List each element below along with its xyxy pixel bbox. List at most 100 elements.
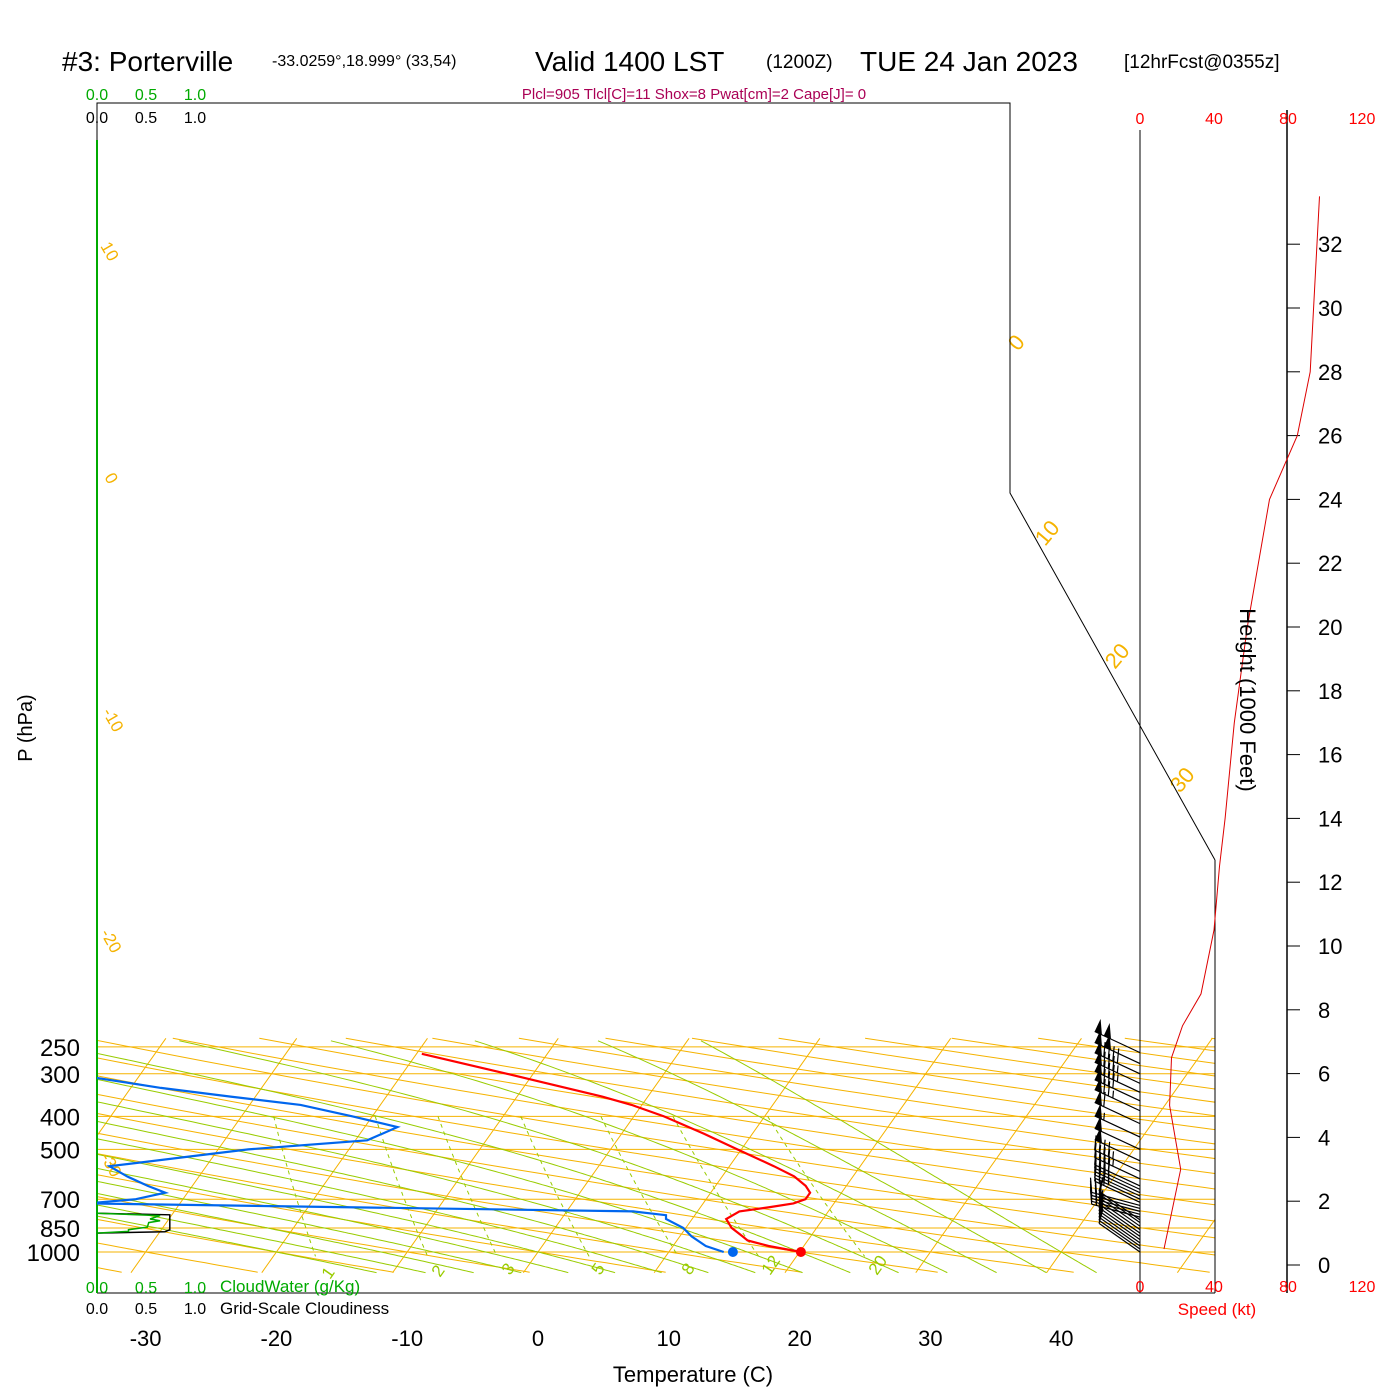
wind-barb-pennant [1094,1103,1102,1120]
wind-barb-staff [1098,1190,1141,1221]
cloudiness-line [96,1212,171,1234]
wind-barb-staff [1094,1171,1141,1194]
dry-adiabat-line [691,1037,1215,1273]
wind-barb-staff [1094,1149,1141,1172]
speed-tick-top: 80 [1279,111,1297,128]
speed-tick-bottom: 0 [1136,1279,1145,1296]
isotherm-line [915,1038,1082,1273]
height-tick-label: 10 [1318,934,1342,959]
wind-barb-half-feather [1095,1198,1098,1206]
wind-barb-feather [1112,1073,1115,1089]
cloudiness-tick-bottom: 1.0 [184,1301,206,1318]
cloudiness-tick-bottom: 0.0 [86,1301,108,1318]
height-tick-label: 28 [1318,360,1342,385]
pressure-tick-label: 400 [40,1104,80,1131]
wind-barb [1094,1115,1141,1150]
mixing-ratio-line [374,1116,429,1257]
pressure-tick-label: 700 [40,1187,80,1214]
y-axis-title: P (hPa) [15,694,37,761]
moist-adiabat-line [179,1040,899,1274]
dry-adiabat-line [97,1037,1215,1273]
dry-adiabat-line [97,1037,258,1273]
height-tick-label: 12 [1318,870,1342,895]
wind-barb-staff [1094,1167,1141,1190]
stability-indices: Plcl=905 Tlcl[C]=11 Shox=8 Pwat[cm]=2 Ca… [522,86,866,103]
wind-barb-staff [1094,1101,1141,1125]
isotherm-line [392,1038,559,1273]
wind-barb [1098,1179,1141,1224]
wind-barb-staff [1098,1219,1141,1250]
isotherm-line [97,1038,167,1273]
moist-adiabat-line [97,1040,522,1274]
isotherm-line [0,1038,35,1272]
wind-barb-pennant [1094,1076,1102,1093]
wind-barb-staff [1098,1216,1141,1247]
wind-barb-feather [1103,1139,1106,1155]
wind-barb-staff [1098,1210,1141,1241]
wind-barb-feather [1098,1168,1102,1184]
wind-barb-pennant [1094,1115,1102,1132]
moist-adiabat-line [97,1040,474,1274]
wind-barb-staff [1098,1213,1141,1244]
plot-frame [96,102,1216,1294]
cloud-water-tick-top: 0.5 [135,87,157,104]
wind-barb-feather [1098,1193,1104,1208]
cloud-water-title: CloudWater (g/Kg) [220,1277,360,1296]
moist-adiabat-line [700,1040,1097,1274]
wind-barb-staff [1094,1164,1141,1187]
wind-barb-feather [1107,1062,1111,1078]
pressure-tick-label: 300 [40,1062,80,1089]
wind-barb-staff [1094,1030,1141,1054]
cloud-water-line [96,1212,161,1234]
speed-tick-bottom: 80 [1279,1279,1297,1296]
dry-adiabat-line [345,1037,1215,1273]
surface-temperature-dot [795,1247,806,1257]
height-tick-label: 22 [1318,551,1342,576]
cloud-panel: 0.0 0.0 0.0 0.0 0.5 0.5 0.5 0.5 1.0 1.0 1.0 1.0 [86,87,206,1318]
wind-barb-staff [1098,1200,1141,1231]
wind-barb [1094,1166,1141,1203]
speed-tick-top: 120 [1349,111,1376,128]
dry-adiabat-line [432,1037,1215,1273]
wind-barb-feather [1098,1199,1104,1215]
mixing-ratio-line [520,1116,590,1257]
wind-barb-half-feather [1107,1176,1110,1185]
wind-barb [1098,1176,1141,1221]
wind-barb-staff [1094,1041,1141,1065]
mixing-ratio-label: 8 [678,1260,699,1279]
surface-dewpoint-dot [727,1247,738,1257]
isotherm-label: 0 [1003,330,1030,355]
wind-barb-feather [1094,1142,1097,1158]
mixing-ratio-line [600,1116,679,1257]
wind-barb-half-feather [1098,1190,1102,1198]
height-tick-label: 16 [1318,743,1342,768]
wind-barb [1098,1202,1141,1247]
wind-barb-half-feather [1112,1090,1115,1099]
moist-adiabat-line [330,1040,948,1274]
wind-barb [1094,1135,1141,1172]
wind-barb [1098,1193,1141,1237]
wind-barb-feather [1094,1166,1097,1182]
wind-barb-staff [1098,1222,1141,1253]
height-tick-label: 20 [1318,615,1342,640]
wind-barb-staff [1094,1139,1141,1162]
wind-barb-pennant [1094,1089,1102,1106]
cloudiness-tick-top: 0.5 [135,110,157,127]
height-tick-label: 6 [1318,1062,1330,1087]
station-title: #3: Porterville [62,46,233,77]
x-tick-label: 30 [918,1326,942,1351]
wind-barb-staff [1094,1079,1141,1102]
wind-barb-feather [1103,1051,1106,1067]
wind-barb-half-feather [1103,1112,1106,1121]
isotherm-label: 10 [1030,515,1065,550]
wind-barb-feather [1098,1189,1104,1205]
moist-adiabat-line [597,1040,1047,1274]
cloudiness-tick-top: 0.0 [86,110,108,127]
sounding-profiles [97,1052,812,1257]
dry-adiabat-line [97,1037,1074,1273]
isotherm-label: -10 [99,705,128,736]
mixing-ratio-line [767,1116,866,1257]
wind-barb [1094,1049,1141,1084]
x-tick-label: 10 [657,1326,681,1351]
wind-barb [1098,1193,1141,1231]
